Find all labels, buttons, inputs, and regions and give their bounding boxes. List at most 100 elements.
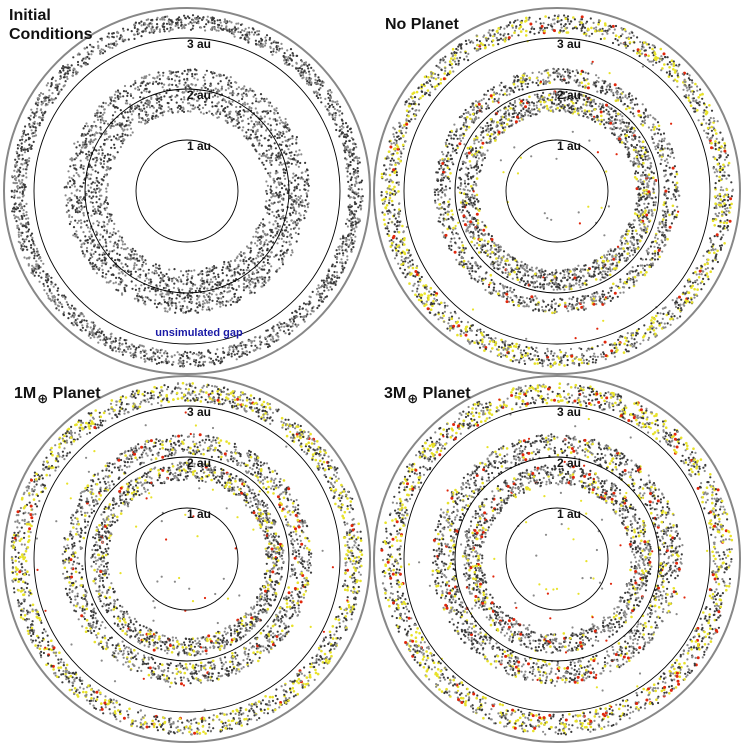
particle [172,286,175,289]
particle [288,197,291,200]
particle [272,47,275,51]
particle [185,360,189,364]
particle [263,115,266,118]
particle [273,181,276,184]
particle [212,26,215,29]
particle [147,272,150,275]
particle [219,292,222,296]
particle [58,301,61,304]
particle [265,190,268,193]
particle [241,87,244,90]
particle [91,262,94,265]
particle [232,124,235,128]
particle [110,96,113,99]
particle [199,111,203,114]
particle [642,222,645,225]
particle [13,196,16,199]
particle [91,141,94,144]
particle [108,213,111,216]
particle [273,108,276,111]
particle [88,128,91,131]
particle [158,74,161,77]
particle [109,333,112,336]
particle [11,210,14,213]
particle [139,268,142,271]
particle [336,252,339,256]
particle [109,346,112,349]
particle [97,187,100,190]
particle [89,227,92,230]
particle [355,177,358,180]
particle [357,194,360,198]
particle [174,95,177,98]
particle [258,157,261,160]
particle [295,210,298,213]
particle [110,219,113,222]
particle [107,45,110,49]
particle [132,257,135,260]
particle [290,236,293,239]
particle [302,178,305,181]
particle [285,229,288,232]
particle [158,264,161,267]
particle [338,276,341,279]
particle [348,185,351,188]
particle [174,302,177,305]
particle [27,263,30,266]
particle [102,333,105,336]
particle [265,329,268,332]
particle [283,52,286,55]
particle [131,353,134,356]
particle [238,344,241,347]
particle [633,212,637,215]
particle [206,287,209,290]
particle [226,29,229,32]
particle [228,79,231,82]
particle [184,86,187,89]
particle [285,220,289,223]
particle [81,250,84,253]
particle [24,159,27,162]
particle [253,123,256,126]
particle [468,160,472,163]
particle [342,144,345,147]
particle [56,298,59,301]
particle [73,167,76,170]
particle [289,243,292,246]
particle [254,39,257,42]
particle [352,152,355,155]
particle [266,255,269,258]
particle [159,271,163,274]
particle [268,256,271,259]
particle [98,49,102,53]
particle [102,251,105,254]
particle [208,110,211,113]
particle [84,239,87,242]
particle [272,337,275,340]
particle [265,129,268,132]
particle [254,148,257,151]
particle [650,208,653,212]
particle [28,157,31,160]
particle [55,307,58,310]
particle [184,89,188,92]
particle [216,110,219,113]
particle [191,14,195,17]
particle [189,363,192,366]
particle [144,102,147,105]
particle [254,107,257,110]
particle [283,59,286,62]
particle [21,138,24,141]
particle [217,25,220,29]
particle [258,248,261,251]
particle [159,293,162,296]
particle [180,280,183,283]
particle [104,208,107,212]
particle [283,184,286,187]
particle [277,134,280,137]
particle [342,252,345,255]
particle [478,170,481,173]
particle [99,111,102,114]
particle [222,295,225,298]
particle [294,226,297,229]
